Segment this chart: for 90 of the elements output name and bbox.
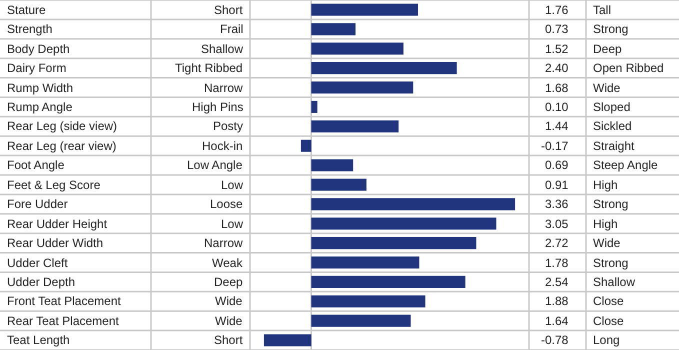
y-tick-label: Foot Angle	[7, 158, 65, 172]
text: Strong	[593, 197, 628, 211]
data-label: 2.40	[545, 61, 569, 75]
data-label: 0.73	[545, 22, 569, 36]
data-label: 1.78	[545, 256, 569, 270]
text: Shallow	[201, 42, 244, 56]
y-tick-label: Teat Length	[7, 333, 70, 347]
y-tick-label: Udder Cleft	[7, 256, 68, 270]
text: Close	[593, 294, 624, 308]
text: Low Angle	[187, 158, 243, 172]
bar	[311, 295, 426, 308]
data-label: 1.88	[545, 294, 569, 308]
text: Hock-in	[202, 139, 243, 153]
bar	[311, 218, 496, 230]
bar	[264, 334, 312, 346]
text: Strong	[593, 256, 628, 270]
bar	[300, 140, 312, 152]
data-label: -0.78	[541, 333, 569, 347]
text: High Pins	[192, 100, 244, 114]
bar	[311, 62, 457, 74]
text: Tall	[593, 3, 612, 17]
text: Narrow	[204, 81, 244, 95]
text: Shallow	[593, 275, 636, 289]
data-label: 2.72	[545, 236, 569, 250]
text: Wide	[593, 81, 621, 95]
bar	[311, 23, 356, 36]
text: Tight Ribbed	[175, 61, 243, 75]
data-label: 3.05	[545, 217, 569, 231]
bar	[311, 81, 414, 94]
bar	[311, 314, 411, 327]
bar	[311, 120, 399, 132]
text: Deep	[214, 275, 244, 289]
bar	[311, 100, 318, 113]
text: Straight	[593, 139, 636, 153]
data-label: 1.64	[545, 314, 569, 328]
text: Loose	[210, 197, 244, 211]
text: Wide	[593, 236, 621, 250]
y-tick-label: Stature	[7, 3, 46, 17]
bar	[311, 4, 418, 16]
y-tick-label: Rear Udder Width	[7, 236, 104, 250]
y-tick-label: Rear Leg (side view)	[7, 119, 118, 133]
text: Posty	[213, 119, 244, 133]
bar	[311, 42, 404, 55]
text: Close	[593, 314, 624, 328]
y-tick-label: Fore Udder	[7, 197, 68, 211]
text: Steep Angle	[593, 158, 658, 172]
text: Weak	[212, 256, 244, 270]
text: Low	[221, 217, 244, 231]
data-label: 3.36	[545, 197, 569, 211]
text: Strong	[593, 22, 628, 36]
y-tick-label: Front Teat Placement	[7, 294, 122, 308]
data-label: 1.52	[545, 42, 569, 56]
text: Short	[214, 333, 244, 347]
y-tick-label: Rump Angle	[7, 100, 73, 114]
bar	[311, 159, 354, 172]
text: Low	[221, 178, 244, 192]
y-tick-label: Dairy Form	[7, 61, 66, 75]
y-tick-label: Rear Udder Height	[7, 217, 108, 231]
data-label: 1.44	[545, 119, 569, 133]
y-tick-label: Body Depth	[7, 42, 70, 56]
y-tick-label: Rump Width	[7, 81, 74, 95]
y-tick-label: Rear Teat Placement	[7, 314, 120, 328]
text: Wide	[215, 294, 243, 308]
text: Open Ribbed	[593, 61, 664, 75]
text: Wide	[215, 314, 243, 328]
data-label: 0.10	[545, 100, 569, 114]
bar	[311, 276, 466, 288]
data-label: 2.54	[545, 275, 569, 289]
text: Narrow	[204, 236, 244, 250]
y-tick-label: Udder Depth	[7, 275, 76, 289]
bar	[311, 198, 516, 210]
bar	[311, 178, 366, 191]
y-tick-label: Strength	[7, 22, 52, 36]
data-label: 0.91	[545, 178, 569, 192]
text: Long	[593, 333, 620, 347]
data-label: 1.76	[545, 3, 569, 17]
data-label: -0.17	[541, 139, 569, 153]
bar	[311, 256, 420, 269]
text: Sickled	[593, 119, 632, 133]
data-label: 1.68	[545, 81, 569, 95]
y-tick-label: Rear Leg (rear view)	[7, 139, 116, 153]
text: High	[593, 217, 618, 231]
text: Short	[214, 3, 244, 17]
text: High	[593, 178, 618, 192]
text: Deep	[593, 42, 622, 56]
data-label: 0.69	[545, 158, 569, 172]
y-tick-label: Feet & Leg Score	[7, 178, 101, 192]
text: Sloped	[593, 100, 630, 114]
text: Frail	[220, 22, 244, 36]
bar	[311, 237, 476, 250]
